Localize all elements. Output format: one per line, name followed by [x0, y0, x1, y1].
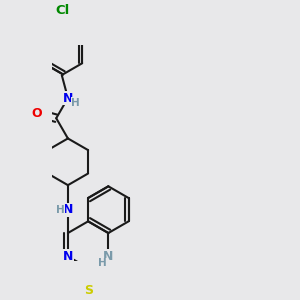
Text: N: N	[63, 92, 73, 104]
Text: H: H	[71, 98, 80, 108]
Text: N: N	[63, 250, 73, 263]
Text: Cl: Cl	[56, 4, 70, 16]
Text: H: H	[98, 258, 107, 268]
Text: H: H	[56, 205, 65, 215]
Text: S: S	[84, 284, 93, 297]
Text: N: N	[63, 203, 73, 216]
Text: O: O	[32, 106, 42, 120]
Text: N: N	[103, 250, 113, 263]
